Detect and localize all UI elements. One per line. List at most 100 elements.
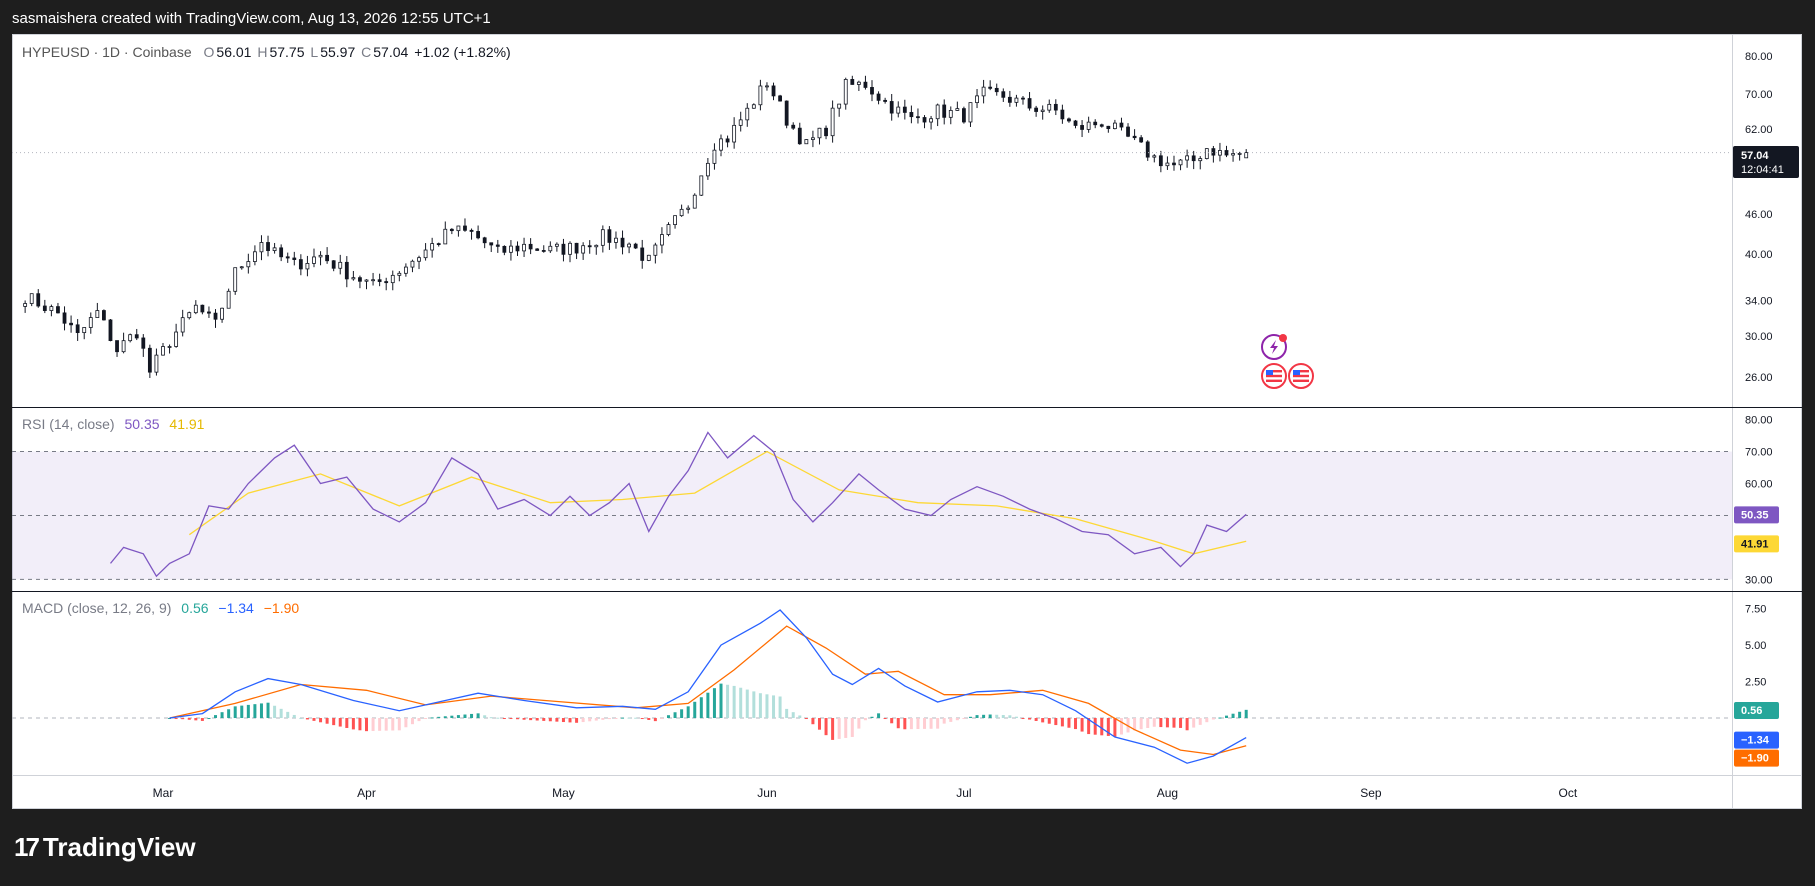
- candle-body[interactable]: [574, 242, 579, 254]
- candle-body[interactable]: [804, 139, 809, 145]
- macd-histogram-bar[interactable]: [916, 718, 920, 730]
- candle-body[interactable]: [1119, 122, 1124, 128]
- macd-histogram-bar[interactable]: [410, 718, 414, 725]
- candle-body[interactable]: [765, 85, 769, 88]
- candle-body[interactable]: [673, 215, 677, 225]
- candle-body[interactable]: [686, 207, 691, 210]
- macd-histogram-bar[interactable]: [732, 685, 736, 719]
- macd-histogram-bar[interactable]: [437, 716, 441, 719]
- candle-body[interactable]: [896, 106, 901, 114]
- macd-histogram-bar[interactable]: [273, 705, 277, 719]
- macd-histogram-bar[interactable]: [1008, 715, 1012, 719]
- candle-body[interactable]: [259, 242, 264, 253]
- macd-histogram-bar[interactable]: [955, 718, 959, 721]
- candle-body[interactable]: [154, 354, 159, 373]
- chart-canvas[interactable]: 80.00 70.00 62.00 46.00 40.00 34.00 30.00 26.00…: [12, 34, 1802, 809]
- candle-body[interactable]: [423, 249, 428, 259]
- chart-panel[interactable]: 80.00 70.00 62.00 46.00 40.00 34.00 30.00 26.00…: [12, 34, 1802, 809]
- candle-body[interactable]: [1014, 97, 1019, 103]
- candle-body[interactable]: [975, 95, 979, 104]
- candle-body[interactable]: [410, 260, 415, 268]
- macd-histogram-bar[interactable]: [936, 718, 940, 729]
- candle-body[interactable]: [870, 87, 874, 95]
- macd-histogram-bar[interactable]: [266, 702, 270, 719]
- macd-histogram-bar[interactable]: [1244, 709, 1248, 719]
- candle-body[interactable]: [837, 103, 842, 109]
- macd-histogram-bar[interactable]: [877, 713, 881, 719]
- candle-body[interactable]: [889, 101, 894, 114]
- candle-body[interactable]: [909, 112, 914, 118]
- macd-histogram-bar[interactable]: [456, 715, 460, 719]
- macd-histogram-bar[interactable]: [305, 718, 309, 720]
- macd-histogram-bar[interactable]: [443, 716, 447, 719]
- candle-body[interactable]: [226, 290, 231, 309]
- candle-body[interactable]: [23, 303, 28, 307]
- candle-body[interactable]: [128, 334, 133, 342]
- macd-histogram-bar[interactable]: [194, 718, 198, 721]
- candle-body[interactable]: [469, 229, 474, 232]
- macd-histogram-bar[interactable]: [982, 714, 986, 719]
- macd-histogram-bar[interactable]: [371, 718, 375, 731]
- macd-histogram-bar[interactable]: [1028, 718, 1032, 720]
- candle-body[interactable]: [627, 243, 631, 248]
- macd-histogram-bar[interactable]: [903, 718, 907, 730]
- candle-body[interactable]: [456, 225, 461, 232]
- candle-body[interactable]: [115, 340, 119, 353]
- rsi-line[interactable]: [109, 431, 1247, 578]
- macd-pane[interactable]: [12, 609, 1732, 764]
- macd-histogram-bar[interactable]: [174, 718, 178, 720]
- candle-body[interactable]: [1047, 103, 1052, 111]
- candle-body[interactable]: [607, 229, 612, 243]
- macd-histogram-bar[interactable]: [680, 709, 684, 719]
- macd-histogram-bar[interactable]: [785, 708, 789, 719]
- candle-body[interactable]: [791, 124, 796, 129]
- macd-histogram-bar[interactable]: [253, 704, 257, 719]
- candle-body[interactable]: [935, 104, 940, 120]
- candle-body[interactable]: [220, 307, 224, 320]
- candle-body[interactable]: [679, 208, 684, 217]
- candle-body[interactable]: [817, 127, 822, 139]
- candle-body[interactable]: [292, 257, 297, 260]
- candle-body[interactable]: [554, 243, 559, 247]
- macd-signal-line[interactable]: [169, 625, 1247, 756]
- macd-histogram-bar[interactable]: [1165, 718, 1169, 728]
- macd-histogram-bar[interactable]: [929, 718, 933, 729]
- macd-histogram-bar[interactable]: [1041, 718, 1045, 723]
- candle-body[interactable]: [1086, 121, 1091, 130]
- candle-body[interactable]: [660, 234, 664, 246]
- macd-histogram-bar[interactable]: [863, 718, 867, 721]
- candle-body[interactable]: [751, 104, 756, 109]
- macd-histogram-bar[interactable]: [561, 718, 565, 723]
- macd-histogram-bar[interactable]: [647, 718, 651, 720]
- macd-histogram-bar[interactable]: [621, 717, 625, 719]
- candle-body[interactable]: [902, 106, 907, 113]
- candle-body[interactable]: [614, 237, 618, 243]
- candle-body[interactable]: [587, 245, 592, 248]
- macd-histogram-bar[interactable]: [850, 718, 854, 737]
- macd-histogram-bar[interactable]: [699, 697, 703, 719]
- candle-body[interactable]: [824, 127, 828, 137]
- candle-body[interactable]: [1060, 109, 1065, 120]
- macd-histogram-bar[interactable]: [489, 717, 493, 719]
- candle-body[interactable]: [1178, 159, 1183, 166]
- candle-body[interactable]: [738, 119, 743, 126]
- candle-body[interactable]: [75, 324, 80, 334]
- macd-histogram-bar[interactable]: [870, 716, 874, 719]
- candle-body[interactable]: [318, 254, 323, 258]
- candle-body[interactable]: [325, 254, 330, 262]
- macd-histogram-bar[interactable]: [286, 711, 290, 719]
- macd-histogram-bar[interactable]: [1218, 717, 1222, 719]
- macd-histogram-bar[interactable]: [601, 718, 605, 720]
- candle-body[interactable]: [1231, 153, 1235, 156]
- macd-histogram-bar[interactable]: [975, 715, 979, 719]
- macd-histogram-bar[interactable]: [653, 718, 657, 722]
- candle-body[interactable]: [108, 319, 113, 341]
- macd-histogram-bar[interactable]: [1146, 718, 1150, 728]
- macd-histogram-bar[interactable]: [1100, 718, 1104, 736]
- macd-histogram-bar[interactable]: [988, 714, 992, 719]
- macd-histogram-bar[interactable]: [666, 715, 670, 719]
- candle-body[interactable]: [141, 337, 146, 349]
- macd-histogram-bar[interactable]: [181, 718, 185, 720]
- lightning-icon[interactable]: [1261, 334, 1287, 360]
